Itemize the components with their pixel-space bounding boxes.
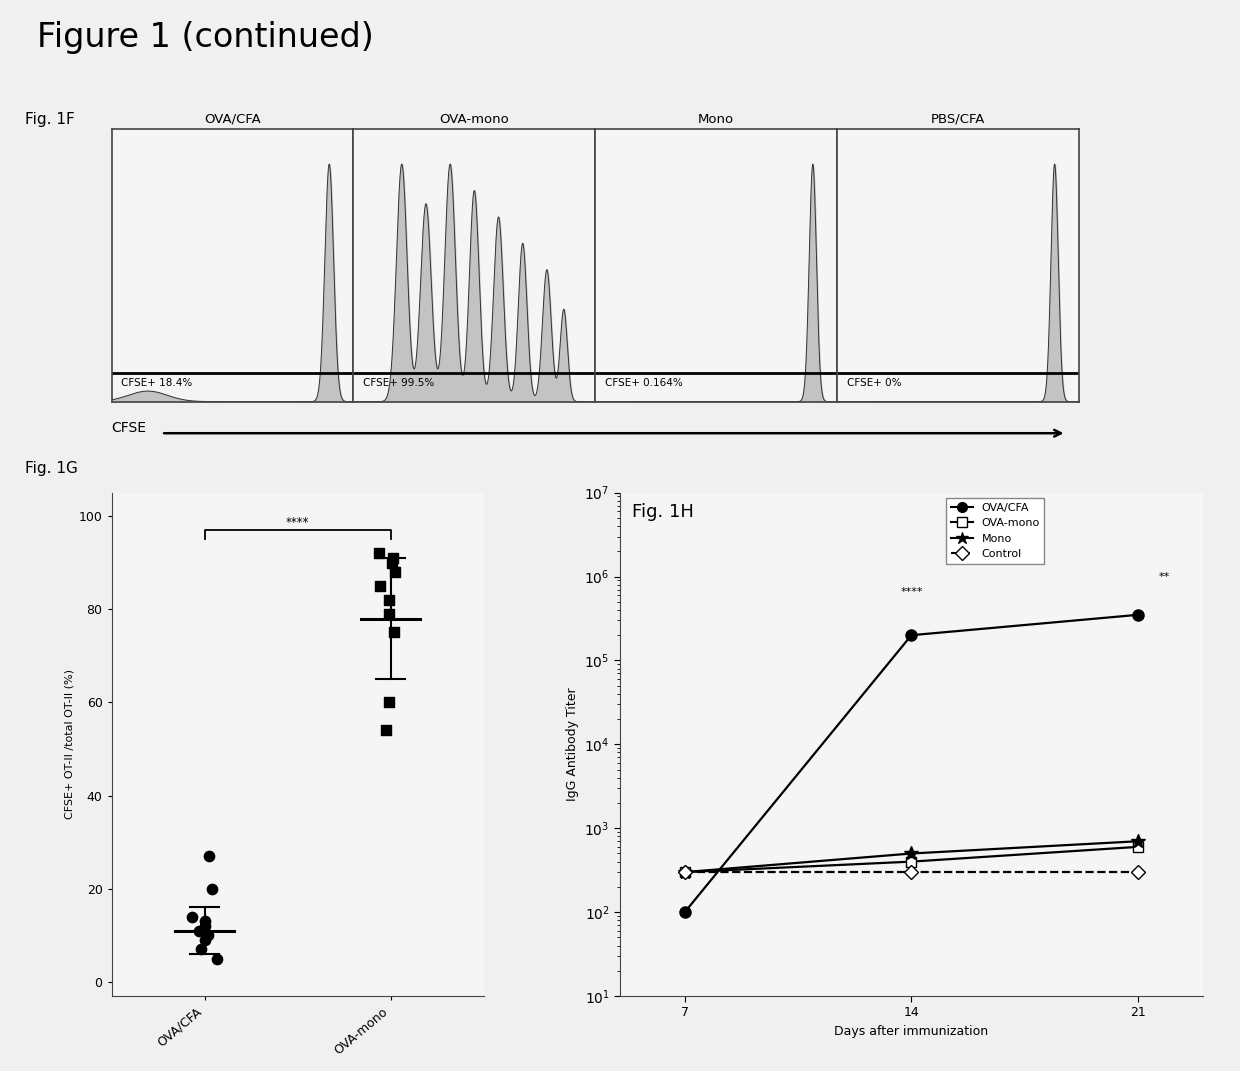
Text: CFSE+ 18.4%: CFSE+ 18.4% xyxy=(122,378,192,388)
OVA/CFA xyxy=(1131,608,1146,621)
Mono xyxy=(677,865,692,878)
Point xyxy=(378,605,398,622)
OVA-mono xyxy=(1131,841,1146,854)
Point xyxy=(197,926,217,944)
Text: Fig. 1G: Fig. 1G xyxy=(25,461,78,476)
Point xyxy=(382,554,402,571)
Text: ****: **** xyxy=(900,587,923,598)
Y-axis label: IgG Antibody Titer: IgG Antibody Titer xyxy=(565,688,579,801)
Control xyxy=(1131,865,1146,878)
Point xyxy=(384,624,404,642)
Control xyxy=(904,865,919,878)
Text: **: ** xyxy=(1158,572,1169,583)
Text: CFSE+ 0.164%: CFSE+ 0.164% xyxy=(605,378,683,388)
OVA/CFA xyxy=(677,906,692,919)
Point xyxy=(200,847,219,864)
Title: Mono: Mono xyxy=(698,112,734,126)
Point xyxy=(195,918,215,935)
Mono xyxy=(1131,834,1146,847)
Point xyxy=(370,545,389,562)
Point xyxy=(383,549,403,567)
Point xyxy=(195,932,215,949)
Point xyxy=(379,694,399,711)
Point xyxy=(188,922,208,939)
OVA-mono xyxy=(677,865,692,878)
Point xyxy=(376,722,396,739)
Text: CFSE+ 99.5%: CFSE+ 99.5% xyxy=(363,378,434,388)
Point xyxy=(384,563,404,580)
Point xyxy=(181,908,201,925)
Point xyxy=(207,950,227,967)
Point xyxy=(370,577,389,594)
X-axis label: Days after immunization: Days after immunization xyxy=(835,1025,988,1038)
Point xyxy=(191,940,211,957)
Point xyxy=(195,912,215,930)
Line: Mono: Mono xyxy=(678,834,1145,879)
Text: CFSE: CFSE xyxy=(112,421,146,436)
Point xyxy=(202,880,222,897)
Legend: OVA/CFA, OVA-mono, Mono, Control: OVA/CFA, OVA-mono, Mono, Control xyxy=(946,498,1044,563)
Mono xyxy=(904,847,919,860)
Control xyxy=(677,865,692,878)
Y-axis label: CFSE+ OT-II /total OT-II (%): CFSE+ OT-II /total OT-II (%) xyxy=(64,669,74,819)
Text: ****: **** xyxy=(286,515,309,529)
Title: OVA-mono: OVA-mono xyxy=(439,112,510,126)
Title: PBS/CFA: PBS/CFA xyxy=(931,112,985,126)
Title: OVA/CFA: OVA/CFA xyxy=(205,112,260,126)
Point xyxy=(379,591,399,608)
Text: Fig. 1F: Fig. 1F xyxy=(25,112,74,127)
Text: Figure 1 (continued): Figure 1 (continued) xyxy=(37,21,374,55)
Line: OVA/CFA: OVA/CFA xyxy=(680,609,1143,918)
OVA/CFA xyxy=(904,629,919,642)
Line: Control: Control xyxy=(680,868,1143,877)
Text: CFSE+ 0%: CFSE+ 0% xyxy=(847,378,901,388)
Text: Fig. 1H: Fig. 1H xyxy=(631,502,693,521)
OVA-mono xyxy=(904,856,919,869)
Line: OVA-mono: OVA-mono xyxy=(680,842,1143,877)
